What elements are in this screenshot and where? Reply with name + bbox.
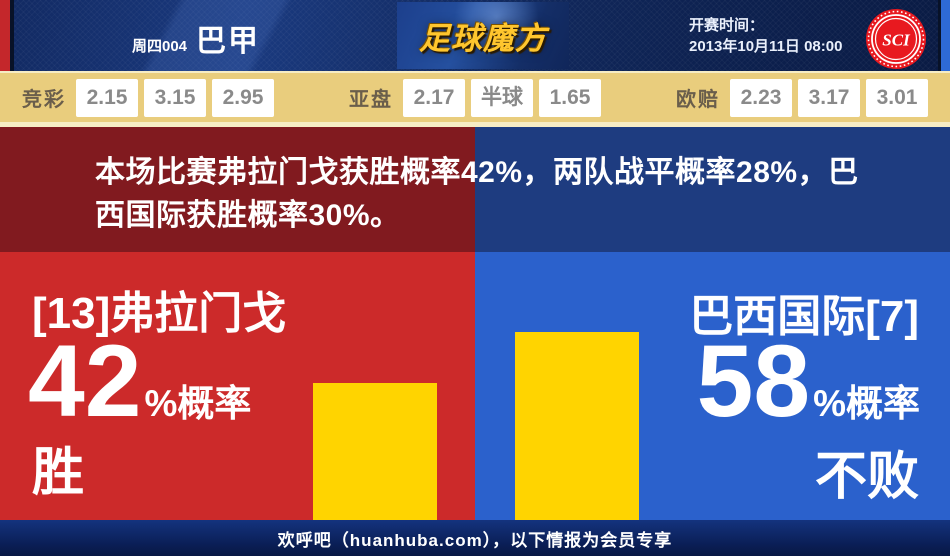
match-info: 周四004 巴甲 — [132, 16, 260, 60]
odds-group-jingcai: 竞彩 2.15 3.15 2.95 — [22, 78, 274, 117]
away-team-panel: 巴西国际[7] 58 %概率 不败 — [475, 127, 950, 520]
odds-value: 2.23 — [730, 78, 792, 117]
summary-line: 西国际获胜概率30%。 — [95, 199, 401, 232]
odds-group-oupei: 欧赔 2.23 3.17 3.01 — [676, 78, 928, 117]
home-percent: 42 %概率 — [28, 330, 251, 432]
summary-line: 本场比赛弗拉门戈获胜概率42%，两队战平概率28%，巴 — [95, 156, 859, 189]
away-outcome-label: 不败 — [814, 448, 919, 506]
prediction-summary: 本场比赛弗拉门戈获胜概率42%，两队战平概率28%，巴 西国际获胜概率30%。 — [95, 151, 859, 237]
site-logo-text: 足球魔方 — [419, 21, 547, 56]
odds-value: 3.17 — [798, 78, 860, 117]
away-team-area: 巴西国际[7] 58 %概率 不败 — [475, 252, 950, 520]
away-percent: 58 %概率 — [697, 330, 920, 432]
away-probability-bar — [515, 332, 639, 520]
odds-value: 3.15 — [144, 78, 206, 117]
home-percent-number: 42 — [28, 324, 142, 438]
right-blue-edge — [941, 0, 950, 71]
site-logo[interactable]: 足球魔方 — [397, 2, 569, 69]
odds-value: 2.15 — [76, 78, 138, 117]
kickoff-info: 开赛时间： 2013年10月11日 08:00 — [689, 15, 842, 57]
home-team-name: [13]弗拉门戈 — [32, 289, 287, 338]
league-name: 巴甲 — [196, 25, 261, 58]
kickoff-time: 2013年10月11日 08:00 — [689, 38, 843, 55]
home-outcome-label: 胜 — [32, 444, 85, 502]
odds-group-yapan: 亚盘 2.17 半球 1.65 — [349, 78, 601, 117]
away-team-name: 巴西国际[7] — [689, 292, 919, 341]
header-center: 周四004 巴甲 足球魔方 开赛时间： 2013年10月11日 08:00 SC… — [14, 0, 938, 71]
odds-value: 2.17 — [403, 78, 465, 117]
odds-bar: 竞彩 2.15 3.15 2.95 亚盘 2.17 半球 1.65 欧赔 2.2… — [0, 71, 950, 127]
summary-background-left — [0, 127, 475, 252]
odds-label-jingcai: 竞彩 — [22, 89, 66, 111]
odds-value: 1.65 — [539, 78, 601, 117]
footer-banner: 欢呼吧（huanhuba.com），以下情报为会员专享 — [0, 520, 950, 556]
footer-site-link[interactable]: 欢呼吧（huanhuba.com），以下情报为会员专享 — [277, 530, 673, 550]
team-badge-icon: SCI — [865, 8, 927, 70]
home-probability-bar — [313, 383, 437, 520]
svg-text:SCI: SCI — [882, 31, 911, 50]
odds-value: 2.95 — [212, 78, 274, 117]
match-code: 周四004 — [132, 38, 188, 55]
home-percent-suffix: %概率 — [144, 383, 252, 424]
odds-label-yapan: 亚盘 — [349, 89, 393, 111]
away-percent-suffix: %概率 — [813, 383, 920, 424]
main-content: [13]弗拉门戈 42 %概率 胜 巴西国际[7] 58 %概率 不败 — [0, 127, 950, 520]
odds-label-oupei: 欧赔 — [676, 89, 720, 111]
away-percent-number: 58 — [696, 324, 811, 438]
odds-value: 半球 — [471, 78, 533, 117]
home-team-panel: [13]弗拉门戈 42 %概率 胜 — [0, 127, 475, 520]
summary-background-right — [475, 127, 950, 252]
kickoff-label: 开赛时间： — [689, 17, 765, 34]
header-banner: 周四004 巴甲 足球魔方 开赛时间： 2013年10月11日 08:00 SC… — [0, 0, 950, 71]
odds-value: 3.01 — [866, 78, 928, 117]
left-red-edge — [0, 0, 10, 71]
home-team-area: [13]弗拉门戈 42 %概率 胜 — [0, 252, 475, 520]
